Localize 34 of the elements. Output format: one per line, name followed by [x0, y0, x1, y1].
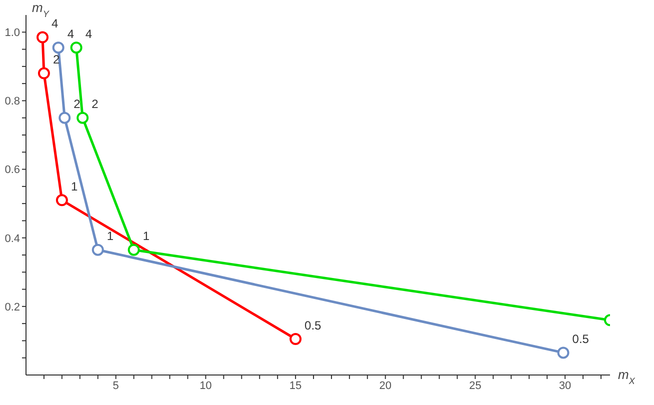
point — [58, 112, 71, 124]
x-tick-label: 5 — [112, 380, 119, 392]
point — [557, 346, 570, 359]
point — [70, 42, 82, 54]
x-tick-label: 30 — [558, 380, 572, 392]
annotation: 4 — [85, 26, 92, 41]
annotation: 2 — [74, 97, 81, 112]
annotation: 1 — [142, 229, 150, 244]
point — [92, 244, 104, 256]
y-tick-label: 0.2 — [4, 301, 20, 314]
x-axis-title: m$_{X}$ — [618, 367, 636, 386]
y-tick-label: 0.6 — [4, 164, 20, 176]
x-tick-label: 15 — [289, 380, 302, 392]
x-tick-label: 20 — [379, 380, 392, 392]
point — [76, 112, 89, 124]
annotation: 1 — [106, 229, 114, 244]
y-tick-label: 1.0 — [4, 27, 20, 40]
annotation: 4 — [52, 16, 59, 31]
annotation: 2 — [92, 97, 99, 112]
annotation: 1 — [70, 179, 78, 194]
point — [52, 42, 64, 54]
point — [36, 31, 49, 44]
annotation: 4 — [67, 26, 74, 41]
point — [38, 67, 50, 80]
point — [290, 333, 302, 345]
x-tick-label: 25 — [469, 380, 482, 392]
annotation: 0.5 — [304, 318, 322, 332]
point — [56, 194, 68, 206]
annotation: 0.5 — [572, 332, 590, 346]
y-tick-label: 0.8 — [4, 96, 20, 108]
y-axis-title: m$_{Y}$ — [32, 0, 50, 19]
y-tick-label: 0.4 — [4, 232, 20, 245]
x-tick-label: 10 — [200, 380, 212, 392]
point — [128, 244, 140, 256]
